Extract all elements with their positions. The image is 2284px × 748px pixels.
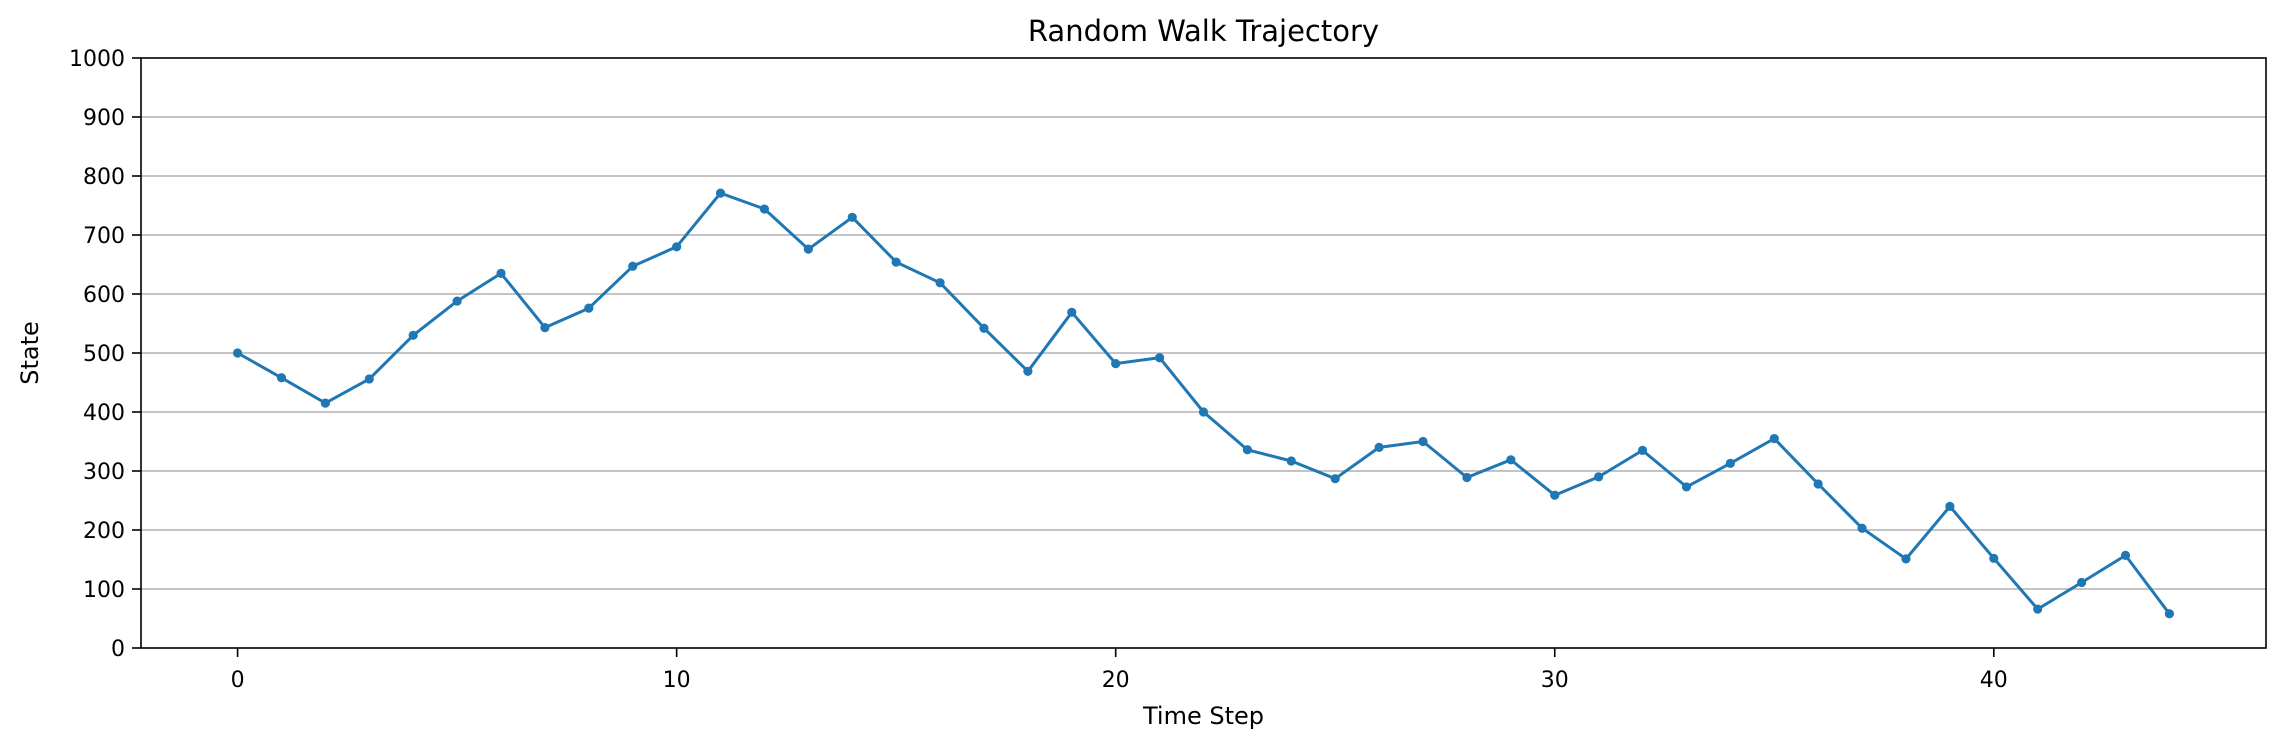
data-point [1374,442,1384,452]
data-point [1857,523,1867,533]
data-point [759,204,770,214]
series-points-layer [232,188,2175,619]
y-tick-label: 500 [83,342,125,367]
grid-lines [141,116,2266,590]
y-tick-label: 800 [83,165,125,190]
y-tick-label: 200 [83,519,125,544]
data-point [1242,445,1253,455]
data-point [1330,474,1340,484]
x-tick-label: 20 [1102,668,1130,693]
y-tick-label: 0 [111,637,125,662]
data-point [1594,472,1604,482]
series-line [236,191,2171,615]
data-point [276,373,287,383]
data-point [1813,479,1823,489]
data-point [452,296,462,306]
data-point [1111,359,1121,369]
data-point [1901,554,1911,564]
data-point [496,268,506,278]
data-point [628,261,638,271]
data-point [1725,458,1735,468]
y-tick-label: 1000 [69,47,125,72]
y-axis-ticks: 0 100 200 300 400 500 600 700 800 900 1000 [69,47,141,662]
data-point [320,398,331,408]
data-point [979,323,989,333]
data-point [2076,577,2087,588]
x-axis-ticks: 0 10 20 30 40 [231,648,2008,693]
x-tick-label: 0 [231,668,245,693]
data-point [715,188,726,198]
data-point [1681,482,1692,492]
data-point [1462,472,1472,483]
series-line-layer [236,191,2171,615]
data-point [2120,550,2131,560]
data-point [1198,407,1209,417]
x-axis-title: Time Step [1142,702,1264,730]
data-point [847,212,857,222]
y-tick-label: 300 [83,460,125,485]
y-tick-label: 700 [83,224,125,249]
data-point [1506,455,1516,465]
x-tick-label: 40 [1980,668,2008,693]
data-point [672,242,682,252]
data-point [1418,436,1428,447]
y-tick-label: 400 [83,401,125,426]
chart-title: Random Walk Trajectory [1028,14,1379,48]
data-point [2164,609,2175,619]
data-point [891,257,901,267]
x-tick-label: 10 [663,668,691,693]
data-point [1769,433,1779,444]
data-point [935,278,945,288]
data-point [1023,366,1033,376]
data-point [364,374,374,384]
data-point [1286,456,1296,466]
y-tick-label: 100 [83,578,125,603]
data-point [803,244,813,254]
data-point [232,348,243,358]
y-axis-title: State [16,321,44,385]
data-point [1989,553,1999,563]
y-tick-label: 900 [83,106,125,131]
data-point [2033,604,2043,614]
data-point [1637,445,1648,455]
data-point [1154,353,1165,363]
x-tick-label: 30 [1541,668,1569,693]
data-point [540,323,550,333]
y-tick-label: 600 [83,283,125,308]
data-point [408,330,418,340]
data-point [1550,490,1560,500]
data-point [1945,501,1955,511]
data-point [584,303,594,313]
data-point [1067,307,1077,317]
